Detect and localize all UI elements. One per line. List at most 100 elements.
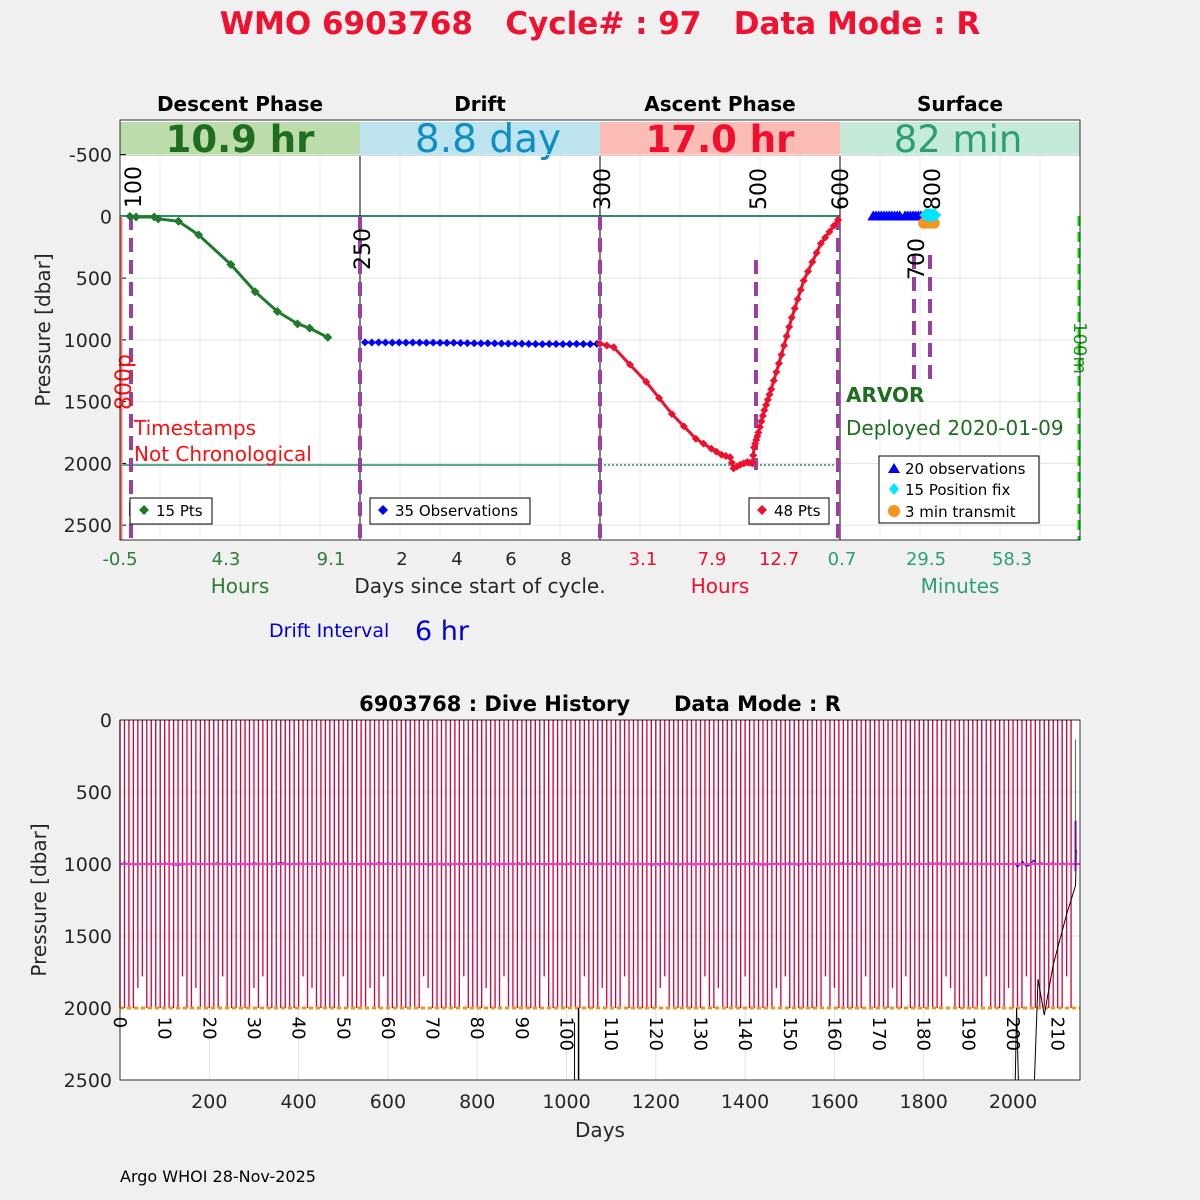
drift-point xyxy=(579,339,588,348)
bottom-ytick-label: 500 xyxy=(76,782,112,804)
legend-surface-position: 15 Position fix xyxy=(905,481,1010,499)
bottom-chart: 6903768 : Dive History Data Mode : R 0 10… xyxy=(27,692,1081,1142)
cycle-number-label: 100 xyxy=(556,1017,577,1051)
phase-bar-drift xyxy=(360,122,600,156)
bottom-xtick-label: 1400 xyxy=(721,1091,769,1113)
ascent-point xyxy=(655,393,664,402)
xlabel-descent: Hours xyxy=(211,574,270,598)
ascent-point xyxy=(769,376,778,385)
ascent-point xyxy=(772,368,781,376)
descent-point xyxy=(125,211,135,221)
ascent-point xyxy=(793,295,802,304)
ascent-point xyxy=(834,216,842,225)
phase-bar-descent xyxy=(120,122,360,156)
cycle-number-label: 50 xyxy=(332,1017,353,1040)
drift-point xyxy=(388,338,397,347)
descent-point xyxy=(173,216,183,226)
top-ytick-label: 2500 xyxy=(64,515,112,537)
ascent-point xyxy=(767,385,776,394)
cycle-number-label: 10 xyxy=(154,1017,175,1040)
dive-history-end-traces xyxy=(574,820,1077,1081)
phase-duration-descent: 10.9 hr xyxy=(166,118,316,161)
xtick-ascent-1: 7.9 xyxy=(698,549,727,570)
bottom-plot-area xyxy=(120,720,1080,1080)
ascent-point xyxy=(796,285,805,294)
ascent-point xyxy=(679,422,688,431)
cycle-number-label: 0 xyxy=(109,1017,130,1028)
bottom-xtick-label: 800 xyxy=(459,1091,495,1113)
cycle-number-label: 150 xyxy=(779,1017,800,1051)
label-100: 100 xyxy=(122,166,147,208)
ascent-point xyxy=(785,322,794,331)
drift-point xyxy=(422,338,431,347)
ascent-point xyxy=(602,341,611,350)
ascent-point xyxy=(787,313,796,322)
descent-point xyxy=(323,332,333,342)
label-700: 700 xyxy=(905,238,930,280)
bottom-chart-title: 6903768 : Dive History Data Mode : R xyxy=(359,692,841,716)
cycle-number-label: 40 xyxy=(288,1017,309,1040)
ascent-series-points xyxy=(596,216,842,473)
descent-point xyxy=(153,214,163,224)
label-800p: 800p xyxy=(112,354,137,410)
top-ytick-label: 1000 xyxy=(64,330,112,352)
top-y-axis-label: Pressure [dbar] xyxy=(31,253,55,406)
ascent-point xyxy=(749,451,758,460)
drift-point xyxy=(395,338,404,347)
cycle-number-label: 200 xyxy=(1002,1017,1023,1051)
drift-point xyxy=(367,338,376,347)
xtick-drift-1: 4 xyxy=(451,549,462,570)
descent-point xyxy=(272,306,282,316)
ascent-point xyxy=(596,339,604,348)
bottom-y-axis-label: Pressure [dbar] xyxy=(27,823,51,976)
anomaly-trace xyxy=(1033,849,1077,1081)
surface-series-points xyxy=(867,208,942,229)
xtick-descent-2: 9.1 xyxy=(317,549,346,570)
phase-title-surface: Surface xyxy=(917,92,1003,116)
ascent-point xyxy=(799,276,808,285)
bottom-xtick-label: 200 xyxy=(191,1091,227,1113)
top-axes-frame xyxy=(119,119,1081,541)
cycle-number-label: 70 xyxy=(422,1017,443,1040)
top-ytick-label: 500 xyxy=(76,268,112,290)
top-chart: Descent Phase Drift Ascent Phase Surface… xyxy=(31,92,1090,647)
legend-surface: 20 observations 15 Position fix 3 min tr… xyxy=(878,455,1040,524)
drift-point xyxy=(531,339,540,348)
descent-point xyxy=(293,319,303,329)
bottom-xtick-label: 1200 xyxy=(632,1091,680,1113)
descent-point xyxy=(250,287,260,297)
bottom-xtick-label: 600 xyxy=(370,1091,406,1113)
legend-drift-label: 35 Observations xyxy=(395,502,518,520)
drift-point xyxy=(572,339,581,348)
dive-history-profiles xyxy=(119,720,1077,1008)
anomaly-trace xyxy=(1014,1007,1019,1081)
bottom-x-ticklabels: 200 400 600 800 1000 1200 1400 1600 1800 2000 xyxy=(191,1091,1037,1113)
ascent-point xyxy=(790,304,799,313)
drift-point xyxy=(504,339,513,348)
drift-point xyxy=(442,338,451,347)
bottom-xtick-label: 1600 xyxy=(810,1091,858,1113)
top-ytick-label: 1500 xyxy=(64,392,112,414)
drift-point xyxy=(436,338,445,347)
ascent-point xyxy=(712,447,721,456)
ascent-point xyxy=(609,343,618,352)
xtick-surface-1: 29.5 xyxy=(906,549,946,570)
cycle-number-label: 120 xyxy=(645,1017,666,1051)
bottom-ytick-label: 2000 xyxy=(64,998,112,1020)
descent-point xyxy=(131,212,141,222)
legend-surface-transmit: 3 min transmit xyxy=(905,503,1016,521)
ascent-point xyxy=(758,411,767,420)
ascent-point xyxy=(667,410,676,418)
drift-point xyxy=(361,338,369,347)
descent-point xyxy=(305,323,315,333)
ascent-point xyxy=(754,428,763,437)
cycle-number-label: 60 xyxy=(377,1017,398,1040)
bottom-ytick-label: 0 xyxy=(100,710,112,732)
ascent-point xyxy=(804,267,813,276)
drift-point xyxy=(517,339,526,348)
ascent-point xyxy=(642,377,651,386)
xtick-ascent-0: 3.1 xyxy=(629,549,658,570)
ascent-point xyxy=(691,434,700,443)
diamond-icon xyxy=(889,483,899,495)
cycle-number-label: 80 xyxy=(466,1017,487,1040)
